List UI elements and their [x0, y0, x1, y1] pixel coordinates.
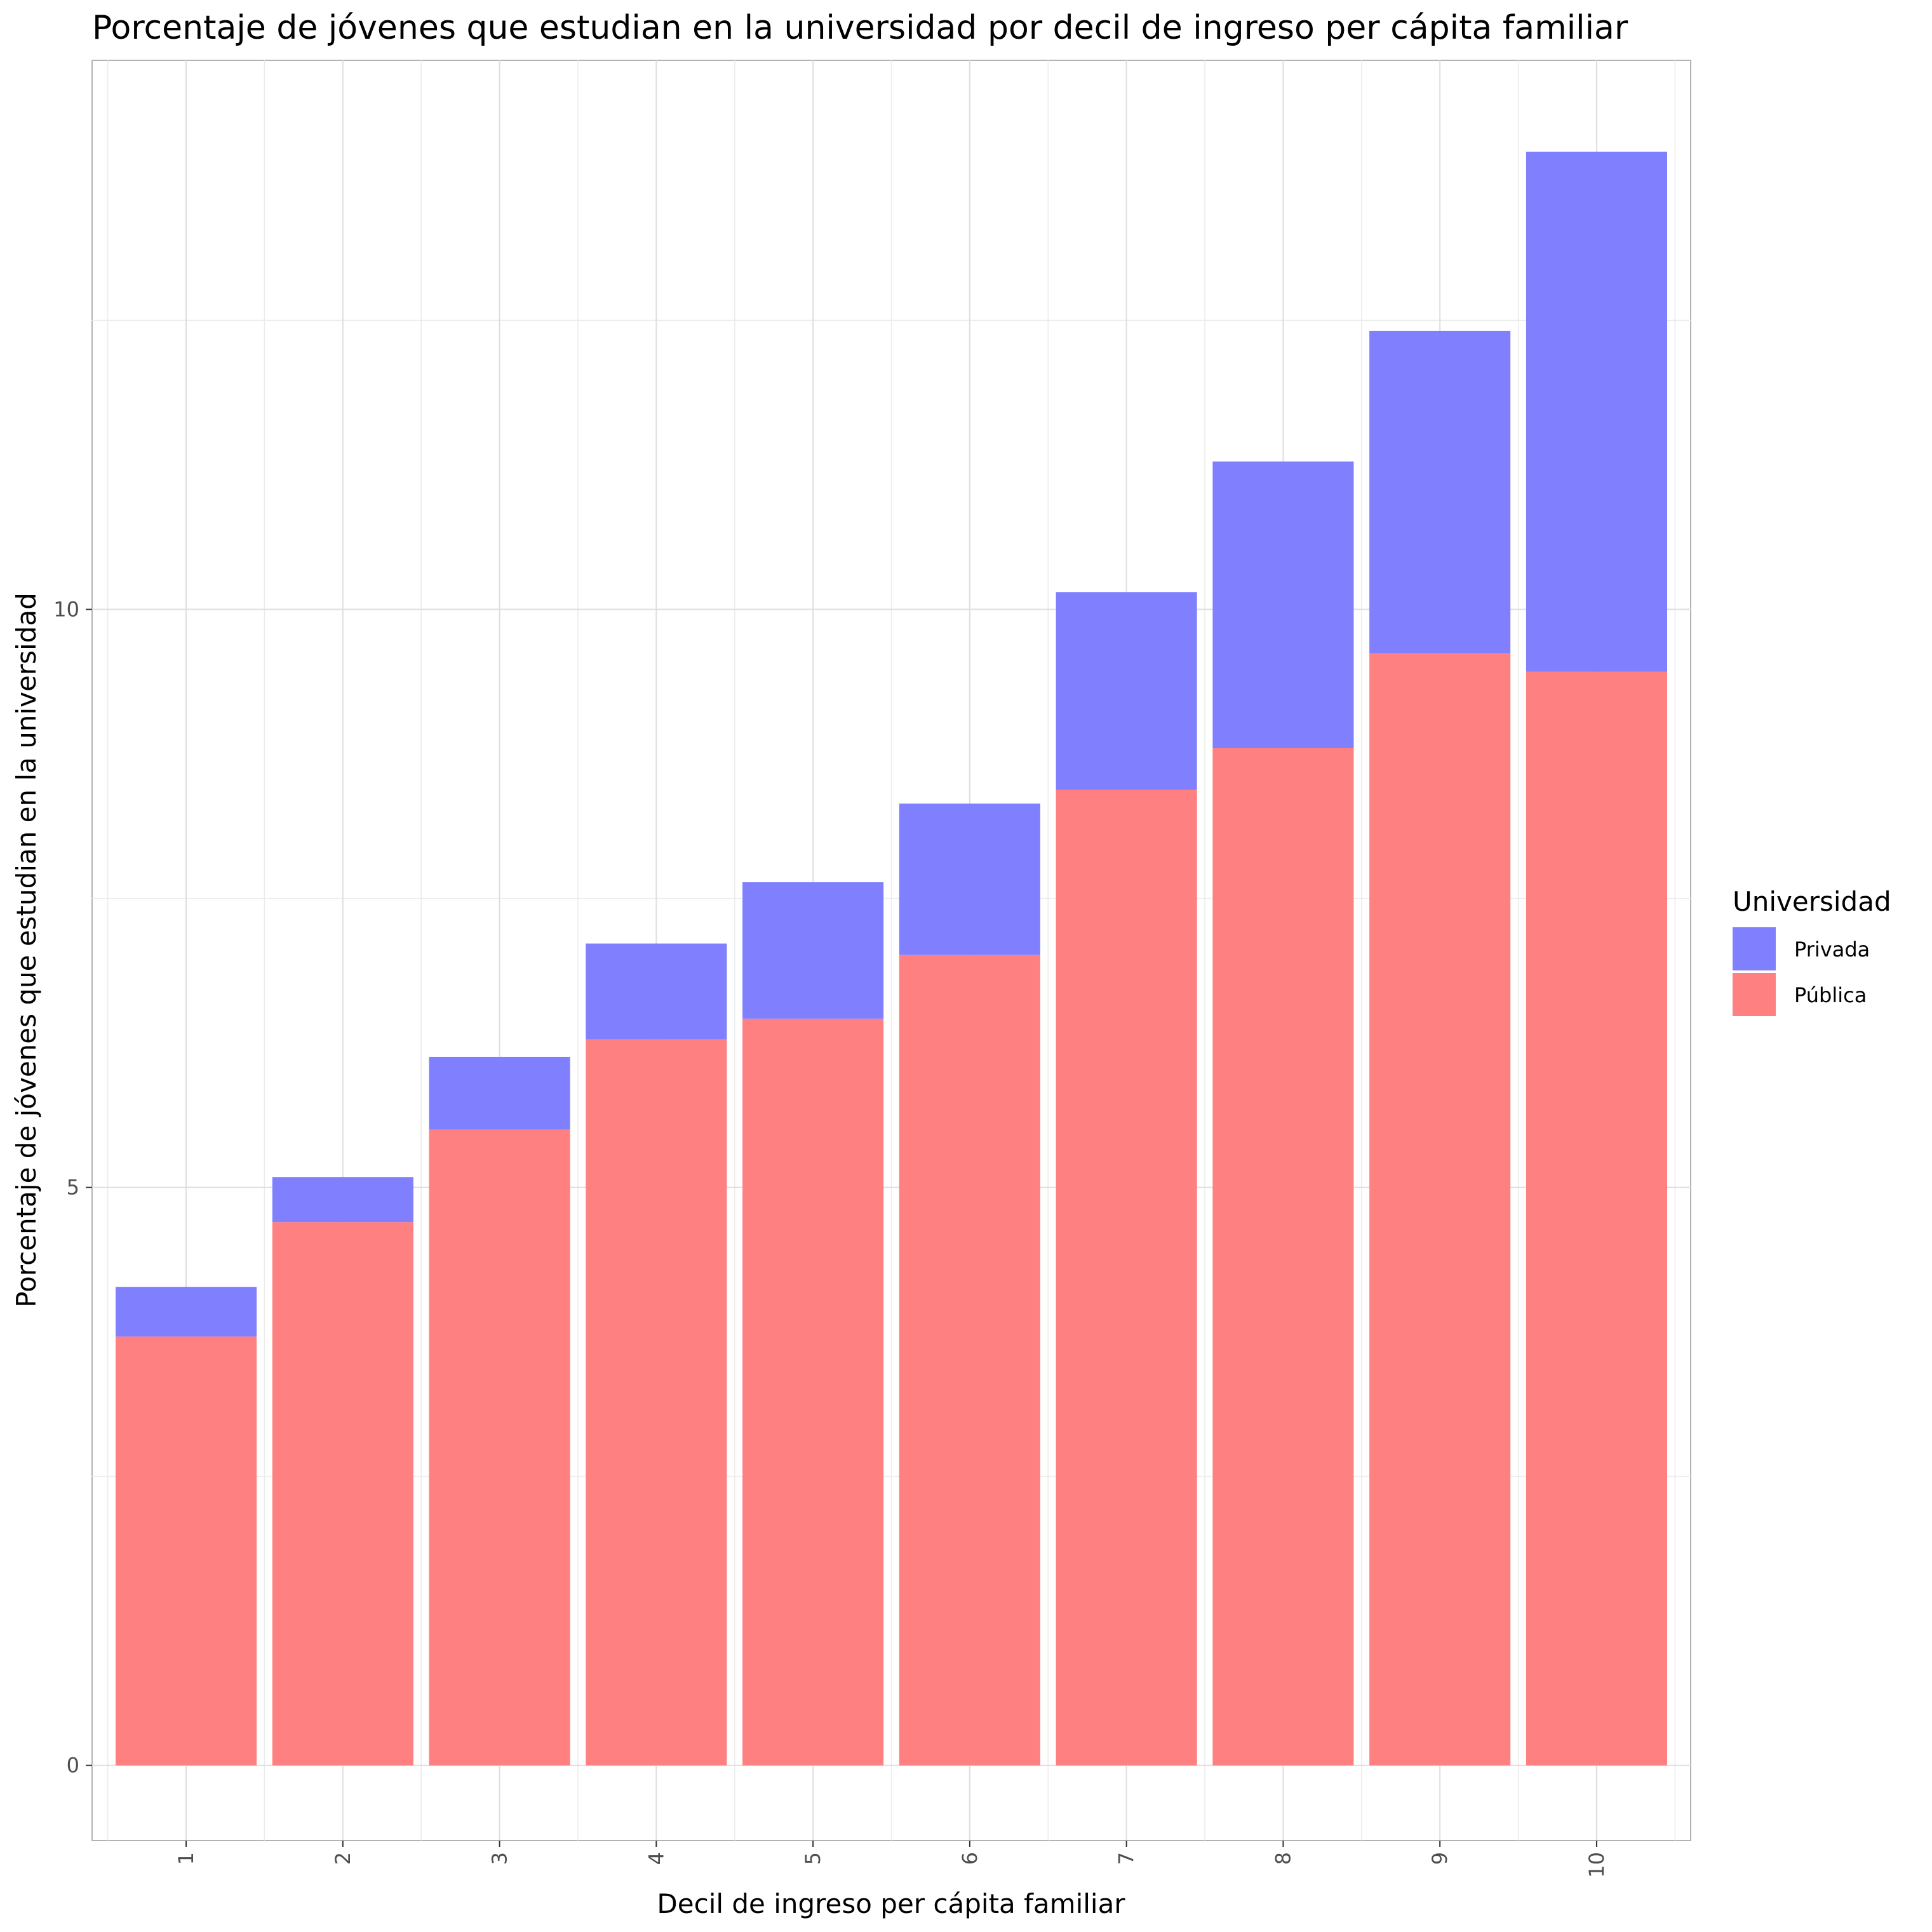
- bar-publica-2: [272, 1222, 413, 1766]
- bar-privada-5: [742, 882, 884, 1019]
- bar-publica-9: [1369, 653, 1511, 1766]
- x-tick-label: 1: [174, 1852, 198, 1865]
- legend-items: Privada Pública: [1733, 927, 1870, 1016]
- x-tick-label: 6: [958, 1852, 982, 1865]
- y-tick-label: 0: [67, 1754, 79, 1778]
- legend-key-privada: [1733, 927, 1776, 970]
- x-tick-label: 5: [801, 1852, 825, 1865]
- x-tick-label: 7: [1115, 1852, 1139, 1865]
- bar-publica-8: [1212, 748, 1354, 1766]
- bar-publica-1: [116, 1336, 257, 1766]
- x-tick-label: 4: [644, 1852, 668, 1865]
- bar-publica-6: [899, 955, 1040, 1766]
- legend-title: Universidad: [1733, 886, 1891, 917]
- x-axis-title: Decil de ingreso per cápita familiar: [657, 1888, 1125, 1919]
- bar-publica-10: [1526, 671, 1667, 1766]
- bar-publica-4: [586, 1039, 727, 1766]
- x-tick-label: 2: [331, 1852, 355, 1865]
- y-tick-label: 5: [67, 1176, 79, 1200]
- bar-privada-10: [1526, 151, 1667, 672]
- bar-publica-7: [1056, 789, 1197, 1766]
- bar-privada-9: [1369, 330, 1511, 654]
- legend-label-publica: Pública: [1794, 983, 1867, 1007]
- x-tick-label: 10: [1585, 1852, 1609, 1878]
- legend-key-publica: [1733, 973, 1776, 1016]
- y-axis-title: Porcentaje de jóvenes que estudian en la…: [11, 593, 42, 1307]
- y-tick-label: 10: [53, 598, 79, 622]
- x-tick-label: 8: [1271, 1852, 1295, 1865]
- bar-privada-6: [899, 803, 1040, 955]
- legend-label-privada: Privada: [1794, 937, 1870, 962]
- bars: [116, 151, 1667, 1766]
- x-tick-label: 9: [1428, 1852, 1452, 1865]
- bar-privada-7: [1056, 592, 1197, 790]
- x-tick-label: 3: [488, 1852, 512, 1865]
- bar-publica-3: [429, 1129, 570, 1766]
- y-axis-ticks: 0 5 10: [53, 598, 92, 1778]
- x-axis-ticks: 1 2 3 4 5 6 7 8 9 10: [174, 1841, 1609, 1878]
- bar-privada-2: [272, 1177, 413, 1223]
- bar-privada-8: [1212, 461, 1354, 748]
- bar-privada-3: [429, 1056, 570, 1130]
- chart-title: Porcentaje de jóvenes que estudian en la…: [92, 9, 1628, 47]
- bar-privada-4: [586, 943, 727, 1040]
- bar-privada-1: [116, 1287, 257, 1337]
- legend: Universidad Privada Pública: [1733, 886, 1891, 1016]
- bar-publica-5: [742, 1018, 884, 1766]
